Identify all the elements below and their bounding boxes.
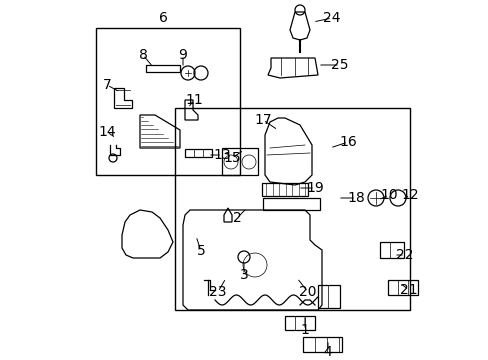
Text: 21: 21	[399, 283, 417, 297]
Text: 5: 5	[196, 244, 205, 258]
Text: 18: 18	[346, 191, 364, 205]
Text: 25: 25	[330, 58, 348, 72]
Text: 17: 17	[254, 113, 271, 127]
Text: 22: 22	[395, 248, 413, 262]
Bar	[96, 28, 240, 175]
Text: 4: 4	[323, 345, 332, 359]
Text: 24: 24	[323, 11, 340, 25]
Text: 16: 16	[339, 135, 356, 149]
Text: 20: 20	[299, 285, 316, 299]
Text: 12: 12	[400, 188, 418, 202]
Text: 2: 2	[232, 211, 241, 225]
Text: 19: 19	[305, 181, 323, 195]
Text: 7: 7	[102, 78, 111, 92]
Text: 14: 14	[98, 125, 116, 139]
Text: 23: 23	[209, 285, 226, 299]
Text: 8: 8	[138, 48, 147, 62]
Bar	[175, 108, 409, 310]
Text: 13: 13	[213, 148, 230, 162]
Text: 3: 3	[239, 268, 248, 282]
Text: 6: 6	[158, 11, 167, 25]
Text: 1: 1	[300, 323, 309, 337]
Text: 11: 11	[185, 93, 203, 107]
Text: 15: 15	[223, 151, 240, 165]
Text: 10: 10	[379, 188, 397, 202]
Text: 9: 9	[178, 48, 187, 62]
